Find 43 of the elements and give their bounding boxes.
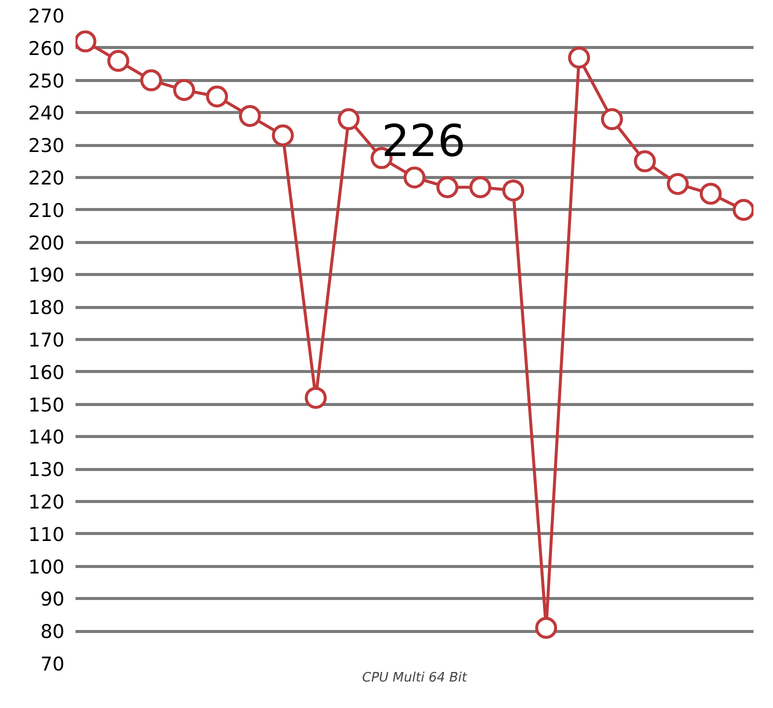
point [107,50,130,72]
point [469,176,492,198]
point [535,616,558,639]
y-tick-label: 80 [40,621,65,644]
point [436,176,458,198]
y-tick-label: 150 [28,394,64,416]
y-tick-label: 240 [28,102,64,125]
point [272,124,294,146]
point [338,108,360,130]
point [238,104,261,127]
text: CPU Multi 64 Bit [362,670,468,686]
point [600,108,623,130]
point [140,69,162,92]
y-tick-label: 250 [28,70,64,92]
point [76,30,96,52]
y-tick-label: 120 [28,492,64,514]
point [502,179,524,202]
y-tick-label: 270 [28,6,64,28]
y-tick-label: 170 [28,330,64,352]
y-tick-label: 90 [40,588,65,611]
y-tick-label: 190 [28,264,64,287]
point [304,386,327,409]
point [206,86,228,108]
y-tick-label: 180 [28,297,64,320]
point [404,166,426,188]
y-tick-label: 130 [28,459,64,482]
point [634,150,656,172]
y-tick-label: 140 [28,426,64,449]
point [732,198,754,221]
y-tick-label: 230 [28,135,64,158]
point [666,173,689,195]
y-tick-label: 210 [28,200,64,222]
data-label: 226 [382,116,466,168]
y-tick-label: 110 [28,524,64,546]
y-tick-label: 220 [28,168,64,190]
y-tick-label: 70 [40,654,65,676]
y-tick-label: 200 [28,232,64,254]
y-tick-label: 260 [28,38,64,60]
point [173,79,196,101]
point [700,182,722,205]
y-tick-label: 160 [28,362,64,384]
point [568,46,590,69]
y-tick-label: 100 [28,556,64,578]
